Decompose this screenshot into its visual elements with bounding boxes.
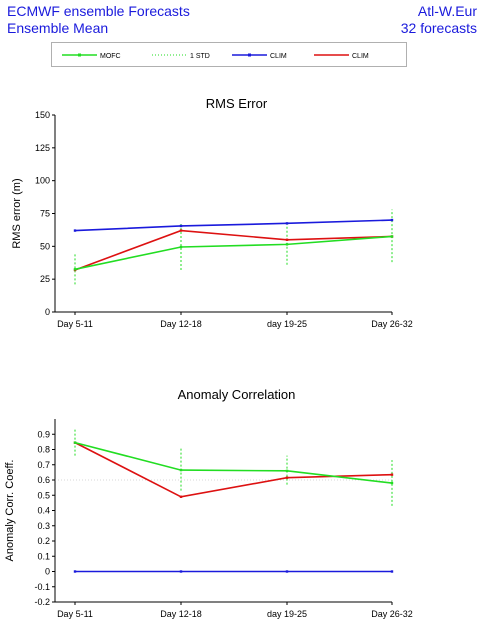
header-forecast-count: 32 forecasts: [400, 20, 477, 36]
legend-label: MOFC: [100, 53, 121, 60]
x-tick-label: Day 5-11: [57, 319, 93, 329]
data-point: [73, 570, 77, 573]
data-point: [73, 229, 77, 232]
x-tick-label: Day 12-18: [160, 319, 202, 329]
header-title: ECMWF ensemble Forecasts: [7, 3, 190, 19]
data-point: [179, 245, 183, 249]
y-axis-label: RMS error (m): [11, 178, 23, 248]
chart-2: Anomaly Correlation Anomaly Corr. Coeff. -…: [4, 387, 413, 619]
legend-item: CLIM: [314, 53, 369, 60]
series-line: [74, 235, 393, 271]
y-tick-label: 100: [35, 176, 50, 186]
series: [73, 235, 394, 271]
data-point: [179, 495, 183, 498]
header-right: Atl-W.Eur 32 forecasts: [401, 3, 477, 37]
y-tick-label: 0.1: [37, 551, 50, 561]
legend-marker: [78, 53, 81, 57]
y-tick-label: 125: [35, 143, 50, 153]
legend-item: 1 STD: [152, 53, 210, 60]
data-point: [390, 473, 394, 476]
y-tick-label: 75: [40, 209, 50, 219]
data-point: [390, 570, 394, 573]
x-tick-label: Day 26-32: [371, 609, 413, 619]
data-point: [73, 268, 77, 271]
series: [73, 570, 394, 573]
y-tick-label: 0.3: [37, 521, 50, 531]
data-point: [73, 441, 77, 444]
header-subtitle: Ensemble Mean: [7, 20, 109, 36]
legend-label: CLIM: [270, 53, 287, 60]
chart-1: RMS Error RMS error (m) 0 25 50 75 100 125 150 Da…: [11, 96, 413, 329]
chart-title: Anomaly Correlation: [178, 387, 296, 402]
data-point: [285, 243, 289, 246]
y-tick-label: 25: [40, 274, 50, 284]
data-point: [390, 218, 394, 222]
data-point: [390, 481, 394, 485]
y-tick-label: 0.4: [37, 506, 50, 516]
y-tick-label: 0.9: [37, 429, 50, 439]
series-line: [74, 441, 393, 484]
y-tick-label: 0: [45, 567, 50, 577]
y-tick-label: -0.2: [34, 597, 50, 607]
header-region: Atl-W.Eur: [417, 3, 477, 19]
series-line: [74, 219, 393, 232]
y-tick-label: 150: [35, 110, 50, 120]
data-point: [285, 238, 289, 241]
series-line: [74, 229, 393, 271]
legend-svg: MOFC 1 STD CLIM CLIM: [62, 53, 369, 60]
header-left: ECMWF ensemble Forecasts Ensemble Mean: [7, 3, 190, 37]
y-axis-label: Anomaly Corr. Coeff.: [4, 460, 16, 562]
y-tick-label: 0.8: [37, 445, 50, 455]
x-tick-label: day 19-25: [267, 609, 307, 619]
legend-marker: [248, 53, 251, 57]
y-tick-label: -0.1: [34, 582, 50, 592]
y-tick-label: 0: [45, 307, 50, 317]
y-tick-label: 0.7: [37, 460, 50, 470]
legend: MOFC 1 STD CLIM CLIM: [51, 42, 407, 67]
legend-label: CLIM: [352, 53, 369, 60]
y-tick-label: 50: [40, 241, 50, 251]
chart-title: RMS Error: [206, 96, 268, 111]
x-tick-label: day 19-25: [267, 319, 307, 329]
y-tick-label: 0.6: [37, 475, 50, 485]
data-point: [285, 476, 289, 479]
x-tick-label: Day 5-11: [57, 609, 93, 619]
data-point: [390, 235, 394, 238]
data-point: [179, 224, 183, 228]
data-point: [179, 229, 183, 232]
x-tick-label: Day 12-18: [160, 609, 202, 619]
legend-label: 1 STD: [190, 53, 210, 60]
legend-item: MOFC: [62, 53, 121, 60]
y-tick-label: 0.2: [37, 536, 50, 546]
data-point: [285, 570, 289, 573]
data-point: [285, 469, 289, 473]
series: [73, 218, 394, 232]
series: [73, 229, 394, 272]
series: [73, 441, 394, 485]
y-tick-label: 0.5: [37, 490, 50, 500]
data-point: [179, 468, 183, 472]
x-tick-label: Day 26-32: [371, 319, 413, 329]
data-point: [179, 570, 183, 573]
legend-item: CLIM: [232, 53, 287, 60]
data-point: [285, 222, 289, 225]
